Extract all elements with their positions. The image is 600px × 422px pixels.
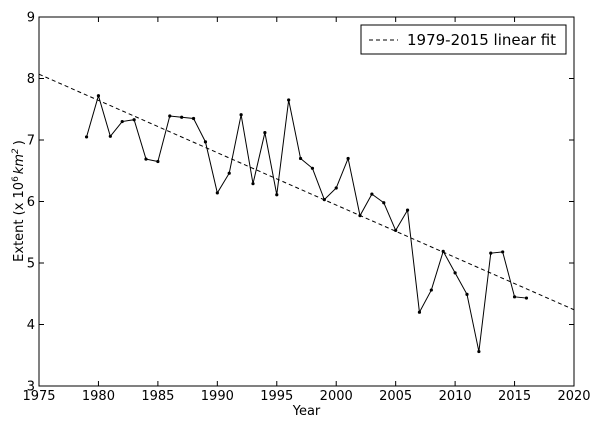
x-tick-label: 2020: [557, 389, 590, 404]
extent-point: [144, 157, 148, 161]
extent-point: [429, 288, 433, 292]
extent-point: [108, 134, 112, 138]
legend-box: [360, 24, 567, 55]
x-tick-label: 2010: [439, 389, 472, 404]
extent-point: [310, 166, 315, 170]
extent-point: [394, 228, 398, 233]
y-tick-label: 6: [27, 195, 35, 210]
extent-point: [441, 249, 445, 253]
x-axis-label: Year: [292, 404, 321, 419]
extent-point: [358, 214, 362, 218]
extent-point: [180, 115, 184, 119]
extent-point: [239, 113, 243, 117]
extent-point: [203, 140, 208, 144]
extent-point: [132, 118, 136, 122]
extent-point: [512, 295, 517, 299]
extent-point: [191, 116, 196, 121]
extent-point: [227, 171, 231, 175]
extent-point: [263, 131, 267, 135]
extent-point: [334, 186, 338, 190]
extent-point: [501, 250, 505, 254]
extent-point: [275, 193, 279, 197]
extent-point: [84, 135, 89, 139]
x-ticks: 1975 1980 1985 1990 1995 2000 2005 2010 2015 2020: [22, 17, 591, 404]
extent-point: [287, 98, 291, 102]
x-tick-label: 1985: [141, 389, 174, 404]
extent-point: [251, 182, 255, 186]
extent-series-line: [86, 93, 527, 352]
extent-point: [453, 271, 457, 275]
extent-point: [524, 296, 529, 300]
observed-series-group: [84, 93, 529, 354]
legend-label-linear-fit: 1979-2015 linear fit: [407, 31, 556, 49]
extent-point: [405, 208, 410, 212]
extent-point: [120, 119, 124, 124]
y-tick-label: 7: [27, 134, 35, 149]
x-tick-label: 2005: [379, 389, 412, 404]
plot-area: [38, 16, 575, 387]
y-ticks: 3 4 5 6 7 8 9: [27, 11, 574, 395]
extent-point: [168, 114, 172, 118]
extent-point: [489, 251, 493, 255]
y-tick-label: 4: [27, 318, 35, 333]
y-axis-label: Extent (x 106km2): [11, 140, 27, 262]
y-tick-label: 5: [27, 257, 35, 272]
x-tick-label: 1980: [82, 389, 115, 404]
x-tick-label: 2000: [320, 389, 353, 404]
x-tick-label: 2015: [498, 389, 531, 404]
extent-point: [382, 201, 386, 205]
y-tick-label: 3: [27, 380, 35, 395]
extent-point: [96, 94, 101, 98]
x-tick-label: 1990: [201, 389, 234, 404]
extent-point: [322, 198, 326, 202]
extent-point: [298, 156, 303, 161]
extent-point: [156, 159, 160, 164]
extent-point: [370, 192, 374, 196]
extent-point: [477, 349, 481, 354]
extent-point: [215, 191, 219, 195]
x-tick-label: 1975: [22, 389, 55, 404]
y-tick-label: 9: [27, 11, 35, 26]
x-tick-label: 1995: [260, 389, 293, 404]
extent-point: [417, 310, 422, 314]
legend: 1979-2015 linear fit: [360, 24, 567, 55]
y-tick-label: 8: [27, 72, 35, 87]
extent-point: [346, 156, 350, 161]
extent-point: [465, 292, 469, 296]
